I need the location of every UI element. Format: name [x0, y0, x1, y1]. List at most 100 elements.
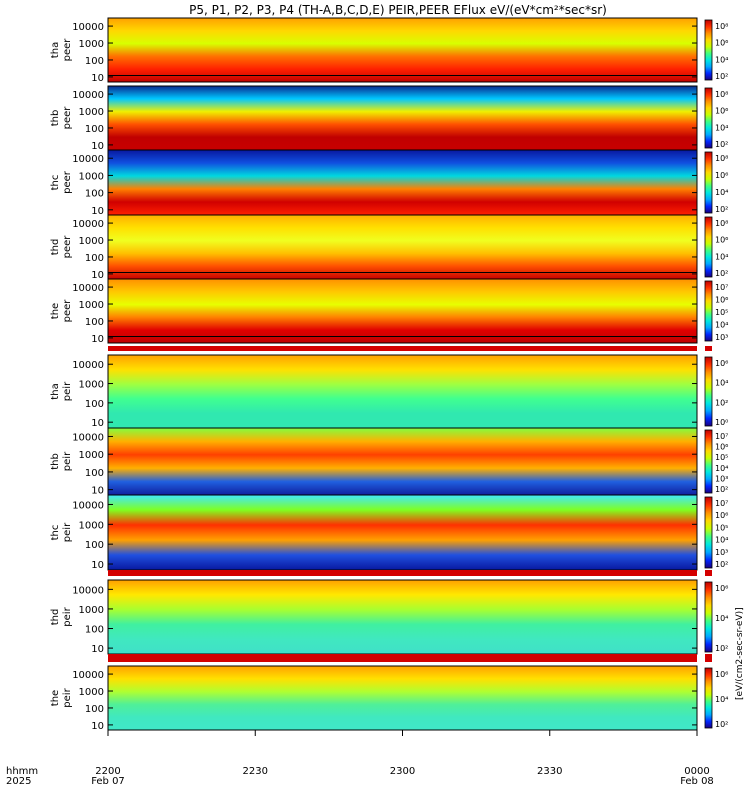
y-tick-label: 1000 [79, 171, 104, 182]
colorbar-tick-label: 10⁴ [715, 695, 728, 704]
y-tick-label: 100 [85, 540, 104, 551]
colorbar-tick-label: 10⁶ [715, 584, 728, 593]
panel-label-species: peir [62, 687, 73, 707]
colorbar-tick-label: 10⁵ [715, 523, 728, 532]
colorbar-tick-label: 10² [715, 560, 728, 569]
y-tick-label: 10 [91, 334, 104, 345]
colorbar-tick-label: 10⁶ [715, 296, 728, 305]
data-gap-stripe [705, 346, 712, 351]
heatmap-area [108, 279, 697, 343]
panel-frame [107, 278, 698, 344]
y-tick-label: 10 [91, 73, 104, 84]
colorbar-tick-label: 10³ [715, 548, 728, 557]
time-axis-row-label: hhmm [6, 766, 38, 777]
panel-frame [107, 17, 698, 83]
colorbar-tick-label: 10⁸ [715, 154, 728, 163]
x-tick-date-label: Feb 07 [91, 776, 125, 787]
colorbar-tick-label: 10⁷ [715, 283, 728, 292]
x-tick-label: 0000 [684, 766, 709, 777]
colorbar [704, 581, 713, 653]
panel-label-probe: thc [50, 175, 61, 191]
colorbar-tick-label: 10² [715, 485, 728, 494]
figure-title: P5, P1, P2, P3, P4 (TH-A,B,C,D,E) PEIR,P… [189, 3, 607, 17]
colorbar [704, 356, 713, 427]
y-tick-label: 10 [91, 721, 104, 732]
colorbar-tick-label: 10² [715, 720, 728, 729]
year-axis-row-label: 2025 [6, 776, 31, 787]
panel-label-probe: tha [50, 383, 61, 399]
x-tick-label: 2330 [537, 766, 562, 777]
panel-label-probe: thd [50, 609, 61, 626]
y-tick-label: 1000 [79, 520, 104, 531]
y-tick-label: 100 [85, 189, 104, 200]
panel-label-probe: tha [50, 42, 61, 58]
y-tick-label: 100 [85, 704, 104, 715]
y-tick-label: 10 [91, 486, 104, 497]
colorbar-tick-label: 10⁶ [715, 39, 728, 48]
panel-label-species: peir [62, 522, 73, 542]
panel-label-probe: the [50, 303, 61, 319]
colorbar-tick-label: 10⁴ [715, 379, 728, 388]
panel-thb-peer: 10000 1000 100 10 thb peer 10⁸ 10⁶ 10⁴ 10² [50, 85, 728, 152]
panel-label-probe: the [50, 690, 61, 706]
colorbar-tick-label: 10² [715, 140, 728, 149]
y-tick-label: 1000 [79, 687, 104, 698]
panel-label-species: peer [62, 235, 73, 259]
heatmap-area [108, 86, 697, 150]
panel-label-species: peer [62, 106, 73, 130]
panel-the-peir: 10000 1000 100 10 the peir 10⁶ 10⁴ 10² [50, 665, 728, 732]
y-tick-label: 1000 [79, 39, 104, 50]
colorbar-tick-label: 10⁵ [715, 453, 728, 462]
colorbar-tick-label: 10⁶ [715, 359, 728, 368]
colorbar-tick-label: 10² [715, 398, 728, 407]
y-tick-label: 10000 [72, 432, 104, 443]
y-tick-label: 1000 [79, 300, 104, 311]
colorbar-tick-label: 10⁴ [715, 614, 728, 623]
colorbar-tick-label: 10³ [715, 474, 728, 483]
colorbar [704, 87, 713, 149]
y-tick-label: 100 [85, 317, 104, 328]
data-gap-stripe [108, 346, 697, 351]
colorbar-tick-label: 10³ [715, 333, 728, 342]
y-tick-label: 10000 [72, 283, 104, 294]
colorbar [704, 496, 713, 569]
colorbar-tick-label: 10⁴ [715, 55, 728, 64]
y-tick-label: 100 [85, 468, 104, 479]
y-tick-label: 10 [91, 644, 104, 655]
data-gap-stripe [705, 570, 712, 576]
panel-label-probe: thb [50, 110, 61, 127]
colorbar-tick-label: 10⁶ [715, 171, 728, 180]
heatmap-area [108, 580, 697, 654]
colorbar-tick-label: 10² [715, 269, 728, 278]
heatmap-area [108, 150, 697, 215]
panel-label-species: peir [62, 606, 73, 626]
colorbar-tick-label: 10⁴ [715, 321, 728, 330]
colorbar-tick-label: 10⁸ [715, 22, 728, 31]
colorbar [704, 280, 713, 342]
data-gap-stripe [108, 570, 697, 576]
y-tick-label: 1000 [79, 236, 104, 247]
y-tick-label: 1000 [79, 605, 104, 616]
colorbar-tick-label: 10⁴ [715, 252, 728, 261]
panel-label-species: peir [62, 451, 73, 471]
colorbar-tick-label: 10⁸ [715, 90, 728, 99]
colorbar-tick-label: 10² [715, 72, 728, 81]
colorbar-label: [eV/(cm2-sec-sr-eV)] [735, 607, 745, 700]
heatmap-area [108, 428, 697, 495]
y-tick-label: 10000 [72, 219, 104, 230]
y-tick-label: 10000 [72, 154, 104, 165]
x-tick-label: 2300 [390, 766, 415, 777]
heatmap-area [108, 495, 697, 570]
panel-thc-peir: 10000 1000 100 10 thc peir 10⁷ 10⁶ 10⁵ 10⁴ 10³ 10² [50, 494, 728, 571]
panel-label-species: peer [62, 170, 73, 194]
panel-tha-peir: 10000 1000 100 10 tha peir 10⁶ 10⁴ 10² 10⁰ [50, 354, 728, 429]
x-tick-label: 2230 [243, 766, 268, 777]
colorbar-tick-label: 10⁸ [715, 219, 728, 228]
colorbar-tick-label: 10⁴ [715, 188, 728, 197]
panel-thc-peer: 10000 1000 100 10 thc peer 10⁸ 10⁶ 10⁴ 10² [50, 149, 728, 217]
y-tick-label: 10000 [72, 22, 104, 33]
colorbar-tick-label: 10⁶ [715, 511, 728, 520]
